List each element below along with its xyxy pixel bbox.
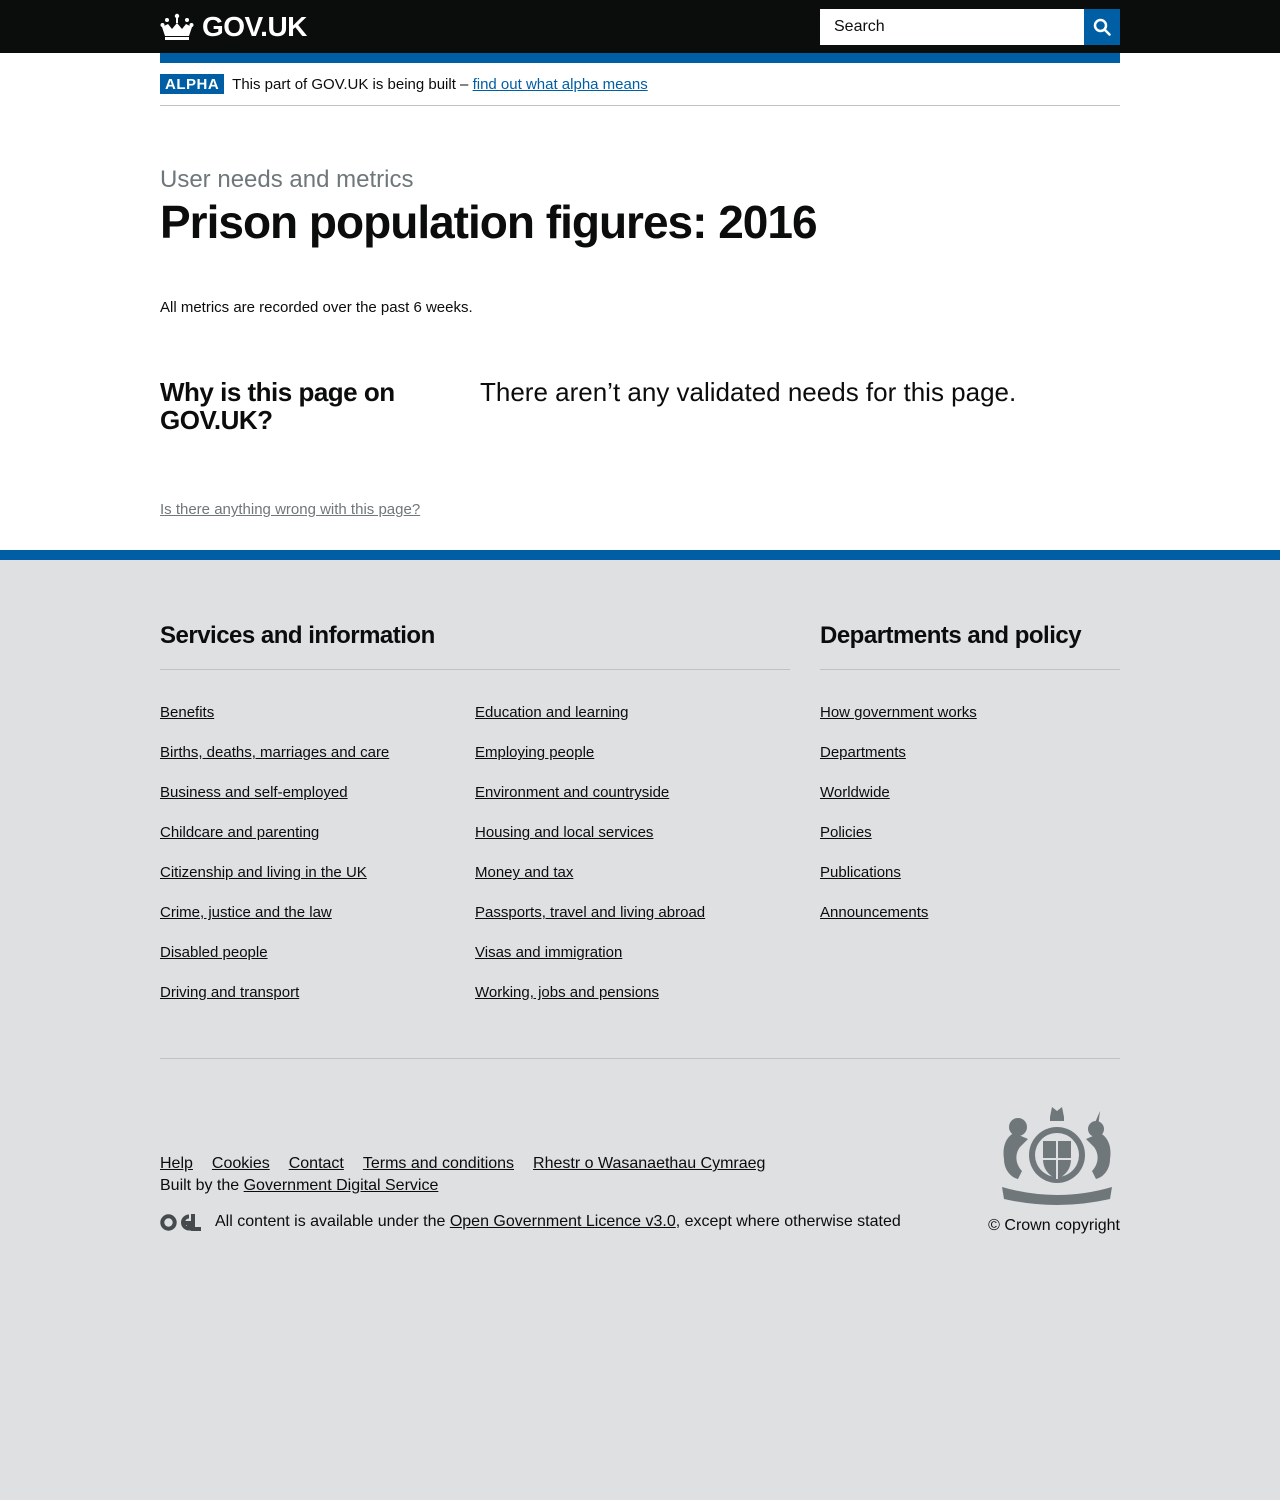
list-item: Environment and countryside bbox=[475, 784, 790, 824]
cookies-link[interactable]: Cookies bbox=[211, 1155, 270, 1173]
header-blue-bar bbox=[160, 53, 1120, 63]
list-item: Driving and transport bbox=[160, 984, 475, 1024]
list-item: Benefits bbox=[160, 704, 475, 744]
footer-link[interactable]: Money and tax bbox=[475, 864, 574, 882]
footer-link[interactable]: Business and self-employed bbox=[160, 784, 348, 802]
meta-links: Help Cookies Contact Terms and condition… bbox=[160, 1155, 901, 1173]
gds-link[interactable]: Government Digital Service bbox=[243, 1177, 439, 1195]
list-item: Childcare and parenting bbox=[160, 824, 475, 864]
search-button[interactable] bbox=[1084, 8, 1120, 45]
services-list-2: Education and learning Employing people … bbox=[475, 704, 790, 1024]
footer-link[interactable]: Environment and countryside bbox=[475, 784, 670, 802]
search-form bbox=[820, 8, 1120, 45]
list-item: Business and self-employed bbox=[160, 784, 475, 824]
ogl-logo-icon bbox=[160, 1213, 201, 1231]
services-list-1: Benefits Births, deaths, marriages and c… bbox=[160, 704, 475, 1024]
footer-link[interactable]: Policies bbox=[820, 824, 872, 842]
footer-link[interactable]: Working, jobs and pensions bbox=[475, 984, 659, 1002]
footer-link[interactable]: Childcare and parenting bbox=[160, 824, 320, 842]
footer-link[interactable]: Crime, justice and the law bbox=[160, 904, 332, 922]
list-item: Education and learning bbox=[475, 704, 790, 744]
list-item: Employing people bbox=[475, 744, 790, 784]
built-by: Built by the Government Digital Service bbox=[160, 1177, 901, 1195]
ogl-link[interactable]: Open Government Licence v3.0 bbox=[449, 1213, 676, 1231]
built-by-text: Built by the bbox=[160, 1177, 240, 1195]
list-item: Announcements bbox=[820, 904, 1120, 944]
list-item: Publications bbox=[820, 864, 1120, 904]
footer-meta: Help Cookies Contact Terms and condition… bbox=[160, 1058, 1120, 1235]
site-footer: Services and information Benefits Births… bbox=[0, 550, 1280, 1236]
list-item: How government works bbox=[820, 704, 1120, 744]
footer-link[interactable]: Benefits bbox=[160, 704, 215, 722]
main-content: User needs and metrics Prison population… bbox=[160, 166, 1120, 550]
report-problem-link[interactable]: Is there anything wrong with this page? bbox=[160, 501, 421, 519]
needs-heading: Why is this page on GOV.UK? bbox=[160, 376, 395, 436]
phase-tag: ALPHA bbox=[160, 74, 225, 94]
list-item: Births, deaths, marriages and care bbox=[160, 744, 475, 784]
phase-text: This part of GOV.UK is being built – bbox=[232, 75, 469, 93]
list-item: Citizenship and living in the UK bbox=[160, 864, 475, 904]
list-item: Departments bbox=[820, 744, 1120, 784]
footer-link[interactable]: Education and learning bbox=[475, 704, 629, 722]
govuk-logo-link[interactable]: GOV.UK bbox=[160, 11, 307, 43]
list-item: Housing and local services bbox=[475, 824, 790, 864]
licence: All content is available under the Open … bbox=[160, 1213, 901, 1231]
footer-link[interactable]: Births, deaths, marriages and care bbox=[160, 744, 390, 762]
list-item: Working, jobs and pensions bbox=[475, 984, 790, 1024]
list-item: Crime, justice and the law bbox=[160, 904, 475, 944]
main-wrapper: ALPHA This part of GOV.UK is being built… bbox=[0, 53, 1280, 551]
welsh-services-link[interactable]: Rhestr o Wasanaethau Cymraeg bbox=[533, 1155, 766, 1173]
metrics-intro: All metrics are recorded over the past 6… bbox=[160, 298, 473, 316]
site-header: GOV.UK bbox=[0, 0, 1280, 53]
copyright: © Crown copyright bbox=[988, 1217, 1120, 1235]
licence-prefix: All content is available under the bbox=[215, 1213, 446, 1231]
list-item: Policies bbox=[820, 824, 1120, 864]
phase-link[interactable]: find out what alpha means bbox=[472, 75, 648, 93]
footer-link[interactable]: Worldwide bbox=[820, 784, 890, 802]
list-item: Money and tax bbox=[475, 864, 790, 904]
footer-link[interactable]: Departments bbox=[820, 744, 906, 762]
footer-link[interactable]: Passports, travel and living abroad bbox=[475, 904, 706, 922]
contact-link[interactable]: Contact bbox=[288, 1155, 344, 1173]
departments-heading: Departments and policy bbox=[820, 618, 1120, 671]
list-item: Visas and immigration bbox=[475, 944, 790, 984]
footer-link[interactable]: Citizenship and living in the UK bbox=[160, 864, 367, 882]
licence-suffix: , except where otherwise stated bbox=[675, 1213, 901, 1231]
logo-text: GOV.UK bbox=[202, 10, 307, 42]
footer-link[interactable]: Announcements bbox=[820, 904, 929, 922]
services-heading: Services and information bbox=[160, 618, 790, 671]
footer-link[interactable]: Disabled people bbox=[160, 944, 268, 962]
search-icon bbox=[1093, 18, 1111, 36]
footer-link[interactable]: Driving and transport bbox=[160, 984, 300, 1002]
help-link[interactable]: Help bbox=[160, 1155, 193, 1173]
phase-banner: ALPHA This part of GOV.UK is being built… bbox=[160, 63, 1120, 106]
footer-link[interactable]: Publications bbox=[820, 864, 901, 882]
footer-link[interactable]: Employing people bbox=[475, 744, 595, 762]
footer-link[interactable]: Visas and immigration bbox=[475, 944, 623, 962]
list-item: Worldwide bbox=[820, 784, 1120, 824]
search-input[interactable] bbox=[820, 8, 1084, 45]
departments-list: How government works Departments Worldwi… bbox=[820, 704, 1120, 944]
terms-link[interactable]: Terms and conditions bbox=[362, 1155, 515, 1173]
services-section: Services and information Benefits Births… bbox=[160, 618, 790, 1024]
page-title: Prison population figures: 2016 bbox=[160, 196, 818, 248]
list-item: Passports, travel and living abroad bbox=[475, 904, 790, 944]
needs-text: There aren’t any validated needs for thi… bbox=[480, 376, 1017, 407]
footer-link[interactable]: How government works bbox=[820, 704, 977, 722]
list-item: Disabled people bbox=[160, 944, 475, 984]
crown-icon bbox=[160, 13, 194, 40]
page-caption: User needs and metrics bbox=[160, 166, 414, 193]
user-needs-section: Why is this page on GOV.UK? There aren’t… bbox=[160, 378, 1120, 435]
footer-link[interactable]: Housing and local services bbox=[475, 824, 654, 842]
departments-section: Departments and policy How government wo… bbox=[820, 618, 1120, 1024]
royal-coat-of-arms-icon bbox=[1002, 1107, 1112, 1206]
